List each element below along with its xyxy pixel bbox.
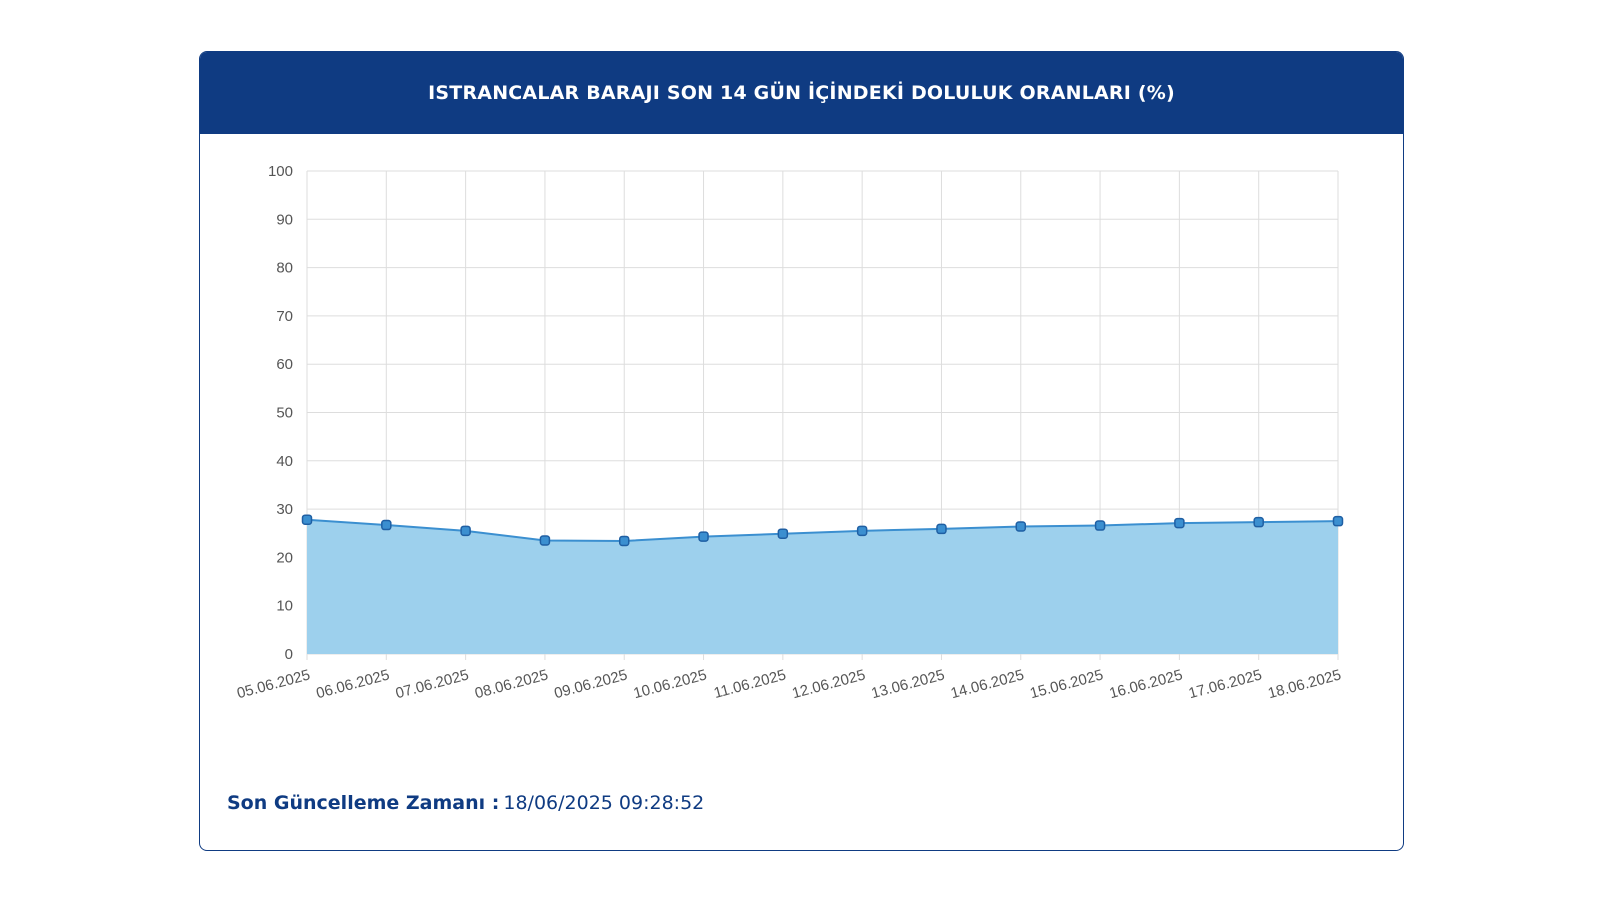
y-tick-label: 0 — [285, 646, 293, 663]
x-tick-label: 06.06.2025 — [314, 666, 391, 702]
chart-card: ISTRANCALAR BARAJI SON 14 GÜN İÇİNDEKİ D… — [199, 51, 1404, 851]
y-tick-label: 60 — [276, 356, 293, 373]
last-update-value: 18/06/2025 09:28:52 — [503, 792, 705, 814]
data-point[interactable] — [936, 523, 947, 535]
y-tick-label: 80 — [276, 260, 293, 277]
x-tick-label: 13.06.2025 — [870, 666, 947, 702]
x-tick-label: 14.06.2025 — [949, 666, 1026, 702]
y-tick-label: 100 — [268, 163, 293, 180]
y-tick-label: 90 — [276, 211, 293, 228]
x-axis-ticks: 05.06.2025 06.06.2025 07.06.2025 08.06.2025… — [235, 666, 1343, 702]
x-tick-label: 17.06.2025 — [1187, 666, 1264, 702]
y-tick-label: 50 — [276, 405, 293, 422]
data-point[interactable] — [777, 528, 789, 539]
x-tick-label: 15.06.2025 — [1028, 666, 1105, 702]
data-point[interactable] — [301, 514, 313, 525]
area-series — [306, 518, 1339, 654]
data-point[interactable] — [460, 525, 471, 537]
x-tick-label: 18.06.2025 — [1266, 666, 1343, 702]
y-tick-label: 20 — [276, 549, 293, 566]
x-tick-label: 12.06.2025 — [790, 666, 867, 702]
y-tick-label: 70 — [276, 308, 293, 325]
last-update-label: Son Güncelleme Zamanı : — [227, 792, 500, 814]
y-tick-label: 10 — [276, 598, 293, 615]
data-point[interactable] — [539, 535, 551, 546]
y-tick-label: 40 — [276, 453, 293, 470]
data-point[interactable] — [1332, 515, 1344, 527]
last-update: Son Güncelleme Zamanı :18/06/2025 09:28:… — [227, 792, 704, 814]
y-axis-ticks: 0 10 20 30 40 50 60 70 80 90 100 — [268, 163, 293, 663]
area-fill — [307, 519, 1338, 654]
data-point[interactable] — [856, 525, 868, 537]
markers — [301, 514, 1344, 547]
data-point[interactable] — [1174, 517, 1185, 529]
x-tick-label: 10.06.2025 — [632, 666, 709, 702]
x-tick-label: 08.06.2025 — [473, 666, 550, 702]
series-line — [306, 518, 1339, 542]
data-point[interactable] — [1253, 516, 1264, 528]
x-tick-label: 05.06.2025 — [235, 666, 312, 702]
x-tick-label: 07.06.2025 — [394, 666, 471, 702]
data-point[interactable] — [618, 535, 630, 547]
data-point[interactable] — [381, 519, 392, 531]
chart-title: ISTRANCALAR BARAJI SON 14 GÜN İÇİNDEKİ D… — [200, 52, 1403, 134]
y-tick-label: 30 — [276, 501, 293, 518]
data-point[interactable] — [698, 531, 709, 542]
data-point[interactable] — [1015, 521, 1027, 532]
x-tick-label: 09.06.2025 — [552, 666, 629, 702]
area-chart: 0 10 20 30 40 50 60 70 80 90 100 05.06.2025 06.06.2… — [235, 163, 1344, 702]
data-point[interactable] — [1094, 520, 1106, 531]
x-tick-label: 16.06.2025 — [1108, 666, 1185, 702]
x-tick-label: 11.06.2025 — [712, 666, 788, 702]
